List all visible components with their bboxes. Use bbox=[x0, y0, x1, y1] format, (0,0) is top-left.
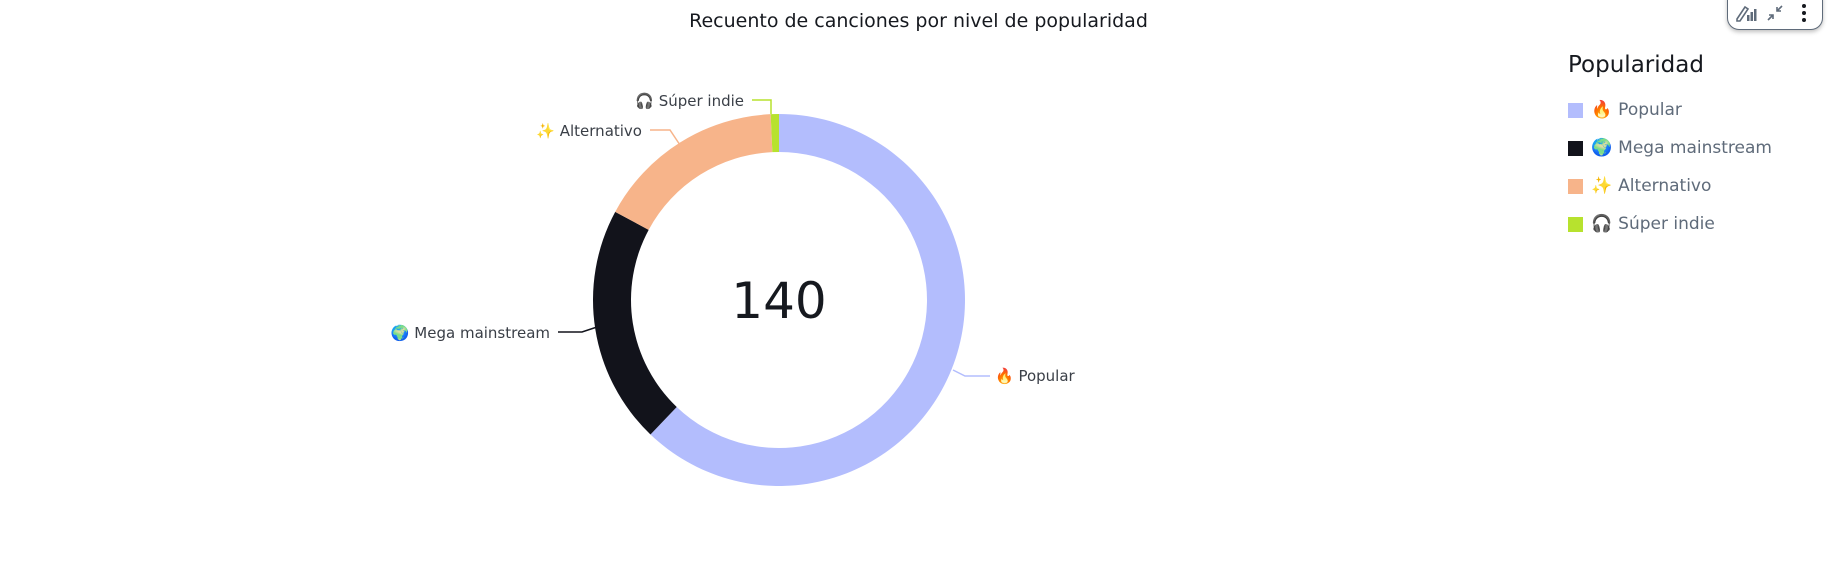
legend-label: Popular bbox=[1618, 100, 1682, 120]
legend-label: Alternativo bbox=[1618, 176, 1712, 196]
legend-item-alternativo[interactable]: ✨ Alternativo bbox=[1568, 176, 1772, 196]
fire-icon: 🔥 bbox=[1591, 100, 1613, 120]
donut-center-total: 140 bbox=[731, 272, 826, 330]
donut-slice-alternativo[interactable] bbox=[615, 114, 773, 230]
legend-swatch bbox=[1568, 216, 1583, 232]
slice-label-popular: 🔥 Popular bbox=[995, 367, 1076, 385]
sparkles-icon: ✨ bbox=[1591, 176, 1613, 196]
leader-line-alternativo bbox=[650, 129, 681, 146]
legend-item-mega-mainstream[interactable]: 🌍 Mega mainstream bbox=[1568, 138, 1772, 158]
leader-line-mega bbox=[558, 326, 598, 333]
legend-swatch bbox=[1568, 178, 1583, 194]
edit-chart-icon[interactable] bbox=[1734, 1, 1758, 25]
donut-slice-popular[interactable] bbox=[650, 114, 965, 487]
chart-title: Recuento de canciones por nivel de popul… bbox=[689, 10, 1148, 32]
headphones-icon: 🎧 bbox=[1591, 214, 1613, 234]
legend-item-super-indie[interactable]: 🎧 Súper indie bbox=[1568, 214, 1772, 234]
donut-slice-mega-mainstream[interactable] bbox=[593, 211, 677, 435]
legend-label: Súper indie bbox=[1618, 214, 1715, 234]
legend: Popularidad 🔥 Popular 🌍 Mega mainstream … bbox=[1568, 52, 1772, 252]
donut-slice-super-indie[interactable] bbox=[770, 114, 779, 153]
legend-swatch bbox=[1568, 140, 1583, 156]
slice-label-mega: 🌍 Mega mainstream bbox=[391, 324, 550, 342]
globe-icon: 🌍 bbox=[1591, 138, 1613, 158]
legend-item-popular[interactable]: 🔥 Popular bbox=[1568, 100, 1772, 120]
leader-line-indie bbox=[752, 99, 772, 114]
slice-label-indie: 🎧 Súper indie bbox=[635, 92, 744, 110]
leader-line-popular bbox=[952, 369, 990, 377]
legend-label: Mega mainstream bbox=[1618, 138, 1772, 158]
donut-slices bbox=[593, 114, 965, 487]
legend-title: Popularidad bbox=[1568, 52, 1704, 78]
legend-swatch bbox=[1568, 102, 1583, 118]
slice-label-alternativo: ✨ Alternativo bbox=[536, 122, 642, 140]
collapse-icon[interactable] bbox=[1763, 1, 1787, 25]
more-options-icon[interactable] bbox=[1792, 1, 1816, 25]
chart-toolbar bbox=[1727, 0, 1823, 30]
